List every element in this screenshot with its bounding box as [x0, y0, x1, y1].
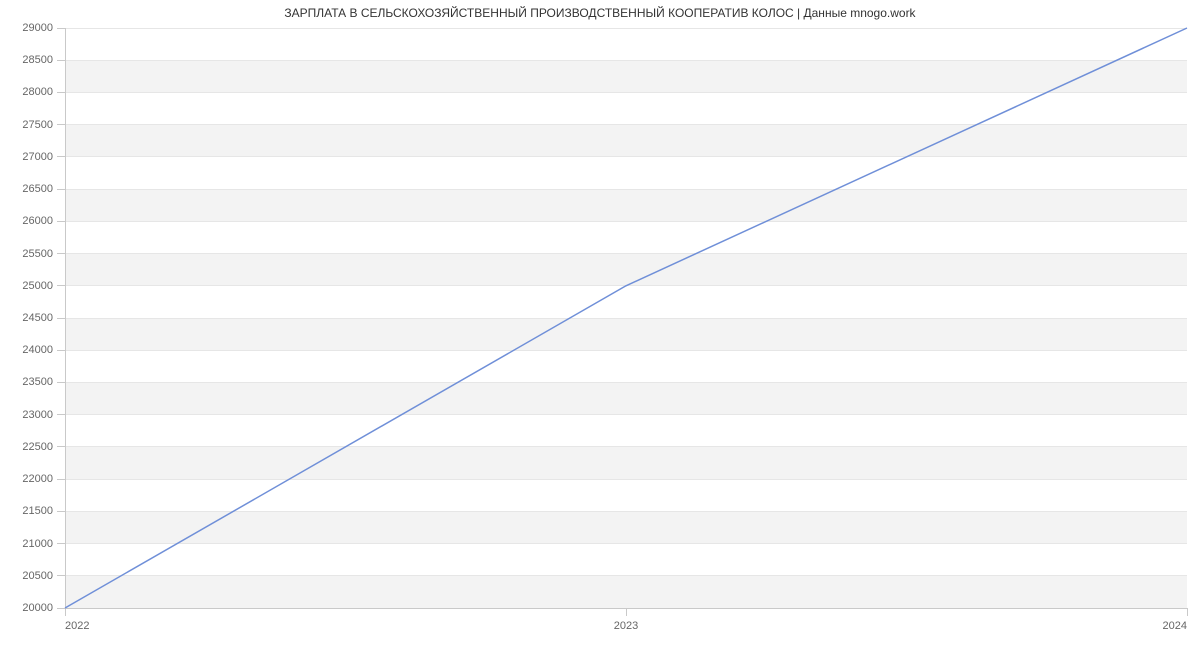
x-tick-label: 2024 [1163, 620, 1187, 632]
y-tick-label: 27000 [22, 151, 53, 163]
y-tick-label: 25500 [22, 248, 53, 260]
y-tick-label: 23000 [22, 409, 53, 421]
x-tick [65, 608, 66, 616]
y-tick-label: 28000 [22, 86, 53, 98]
chart-title: ЗАРПЛАТА В СЕЛЬСКОХОЗЯЙСТВЕННЫЙ ПРОИЗВОД… [0, 6, 1200, 20]
y-tick-label: 27500 [22, 119, 53, 131]
series-layer [65, 28, 1187, 608]
x-tick [626, 608, 627, 616]
y-tick-label: 26000 [22, 215, 53, 227]
y-tick-label: 24500 [22, 312, 53, 324]
y-tick-label: 28500 [22, 54, 53, 66]
y-tick-label: 26500 [22, 183, 53, 195]
salary-line-chart: ЗАРПЛАТА В СЕЛЬСКОХОЗЯЙСТВЕННЫЙ ПРОИЗВОД… [0, 0, 1200, 650]
y-tick-label: 22500 [22, 441, 53, 453]
y-tick-label: 24000 [22, 344, 53, 356]
x-tick [1187, 608, 1188, 616]
plot-area: 2000020500210002150022000225002300023500… [65, 28, 1187, 608]
y-tick-label: 29000 [22, 22, 53, 34]
series-line-salary [65, 28, 1187, 608]
y-tick-label: 21000 [22, 538, 53, 550]
x-tick-label: 2023 [614, 620, 638, 632]
y-tick-label: 25000 [22, 280, 53, 292]
x-tick-label: 2022 [65, 620, 89, 632]
y-tick-label: 20000 [22, 602, 53, 614]
y-tick-label: 23500 [22, 376, 53, 388]
y-tick-label: 21500 [22, 505, 53, 517]
y-tick-label: 20500 [22, 570, 53, 582]
y-tick-label: 22000 [22, 473, 53, 485]
